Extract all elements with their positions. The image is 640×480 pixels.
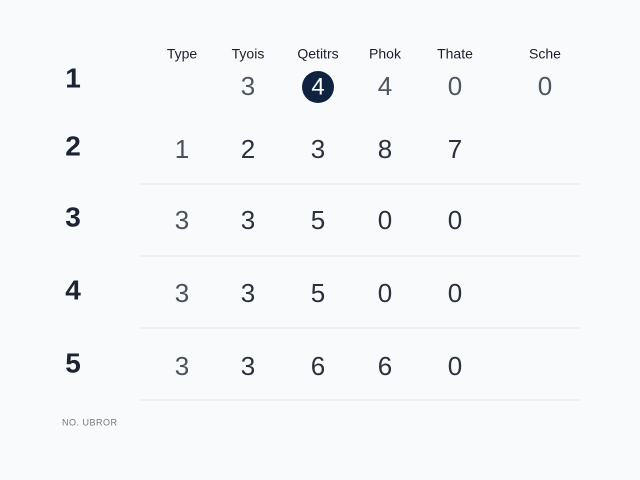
cell-value: 3 [311,134,325,164]
cell-value: 4 [311,73,324,100]
cell-value: 0 [378,278,392,308]
cell-value: 3 [241,351,255,381]
column-header: Sche [529,46,561,62]
cell-value: 3 [175,205,189,235]
row-label: 2 [65,130,81,161]
cell-value: 3 [241,278,255,308]
row-label: 3 [65,201,81,232]
cell-value: 1 [175,134,189,164]
cell-value: 0 [448,351,462,381]
cell-value: 3 [175,351,189,381]
cell-value: 7 [448,134,462,164]
cell-value: 0 [448,71,462,101]
cell-value: 4 [378,71,392,101]
cell-value: 3 [175,278,189,308]
row-label: 5 [65,347,81,378]
cell-value: 6 [378,351,392,381]
cell-value: 5 [311,205,325,235]
cell-value: 0 [538,71,552,101]
column-header: Phok [369,46,402,62]
row-label: 4 [65,274,81,305]
row-label: 1 [65,62,81,93]
cell-value: 2 [241,134,255,164]
column-header: Qetitrs [297,46,338,62]
column-header: Type [167,46,198,62]
cell-value: 6 [311,351,325,381]
cell-value: 0 [448,205,462,235]
footer-note: NO. UBROR [62,417,118,427]
cell-value: 3 [241,71,255,101]
cell-value: 0 [448,278,462,308]
cell-value: 8 [378,134,392,164]
highlight-badge [302,71,334,103]
column-header: Thate [437,46,473,62]
cell-value: 3 [241,205,255,235]
column-header: Tyois [232,46,265,62]
cell-value: 0 [378,205,392,235]
cell-value: 5 [311,278,325,308]
